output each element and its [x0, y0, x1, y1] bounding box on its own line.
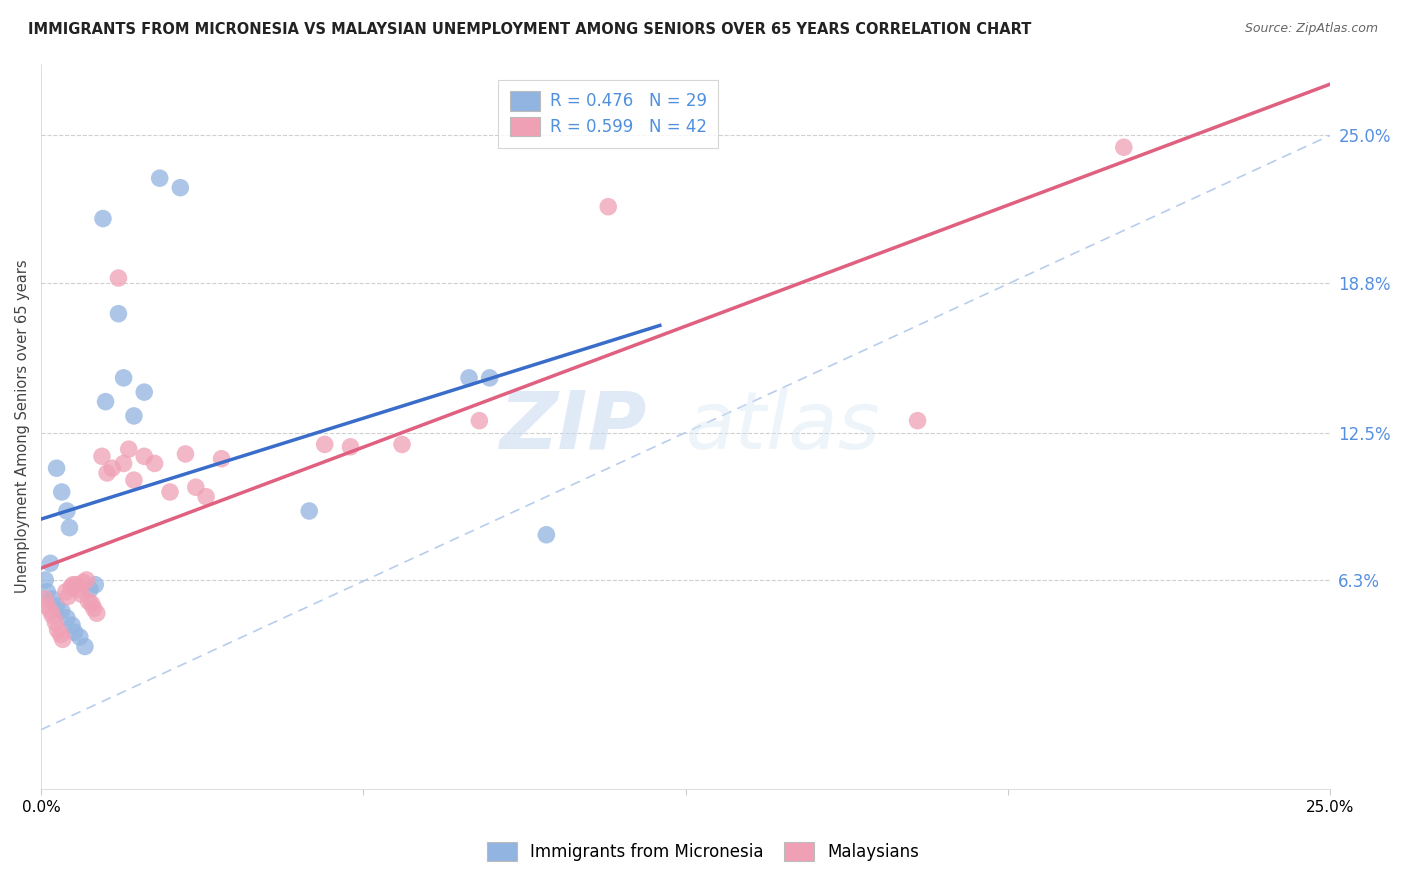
Point — [195, 490, 218, 504]
Text: atlas: atlas — [686, 388, 880, 466]
Point — [107, 271, 129, 285]
Point — [46, 623, 69, 637]
Point — [107, 307, 129, 321]
Point — [96, 466, 118, 480]
Point — [37, 584, 59, 599]
Point — [211, 451, 233, 466]
Point — [118, 442, 141, 457]
Point — [134, 450, 156, 464]
Point — [149, 171, 172, 186]
Point — [598, 200, 620, 214]
Point — [468, 414, 491, 428]
Point — [79, 582, 101, 597]
Point — [39, 604, 62, 618]
Point — [80, 597, 103, 611]
Point — [1112, 140, 1135, 154]
Point — [69, 630, 91, 644]
Point — [314, 437, 336, 451]
Point — [907, 414, 929, 428]
Point — [122, 473, 145, 487]
Legend: Immigrants from Micronesia, Malaysians: Immigrants from Micronesia, Malaysians — [481, 835, 925, 868]
Point — [184, 480, 207, 494]
Point — [60, 580, 83, 594]
Point — [72, 575, 94, 590]
Point — [458, 371, 481, 385]
Point — [70, 587, 93, 601]
Point — [122, 409, 145, 423]
Point — [45, 615, 67, 630]
Point — [76, 573, 98, 587]
Point — [52, 632, 75, 647]
Point — [83, 601, 105, 615]
Point — [34, 573, 56, 587]
Point — [298, 504, 321, 518]
Point — [101, 461, 124, 475]
Point — [62, 577, 84, 591]
Point — [91, 450, 114, 464]
Point — [67, 582, 90, 597]
Point — [84, 577, 107, 591]
Point — [65, 577, 87, 591]
Point — [63, 625, 86, 640]
Point — [58, 521, 80, 535]
Point — [37, 599, 59, 613]
Point — [339, 440, 361, 454]
Point — [73, 640, 96, 654]
Point — [134, 385, 156, 400]
Point — [51, 485, 73, 500]
Point — [41, 591, 63, 606]
Legend: R = 0.476   N = 29, R = 0.599   N = 42: R = 0.476 N = 29, R = 0.599 N = 42 — [498, 79, 718, 148]
Point — [91, 211, 114, 226]
Point — [56, 590, 79, 604]
Text: ZIP: ZIP — [499, 388, 647, 466]
Text: Source: ZipAtlas.com: Source: ZipAtlas.com — [1244, 22, 1378, 36]
Y-axis label: Unemployment Among Seniors over 65 years: Unemployment Among Seniors over 65 years — [15, 260, 30, 593]
Point — [60, 618, 83, 632]
Point — [174, 447, 197, 461]
Point — [45, 461, 67, 475]
Point — [77, 594, 100, 608]
Point — [51, 604, 73, 618]
Point — [159, 485, 181, 500]
Point — [56, 611, 79, 625]
Point — [169, 180, 191, 194]
Point — [41, 608, 63, 623]
Point — [55, 584, 77, 599]
Point — [112, 457, 135, 471]
Point — [536, 528, 558, 542]
Point — [391, 437, 413, 451]
Text: IMMIGRANTS FROM MICRONESIA VS MALAYSIAN UNEMPLOYMENT AMONG SENIORS OVER 65 YEARS: IMMIGRANTS FROM MICRONESIA VS MALAYSIAN … — [28, 22, 1032, 37]
Point — [478, 371, 501, 385]
Point — [49, 627, 72, 641]
Point — [56, 504, 79, 518]
Point — [86, 606, 108, 620]
Point — [39, 556, 62, 570]
Point — [45, 599, 67, 613]
Point — [94, 394, 117, 409]
Point — [143, 457, 166, 471]
Point — [34, 591, 56, 606]
Point — [112, 371, 135, 385]
